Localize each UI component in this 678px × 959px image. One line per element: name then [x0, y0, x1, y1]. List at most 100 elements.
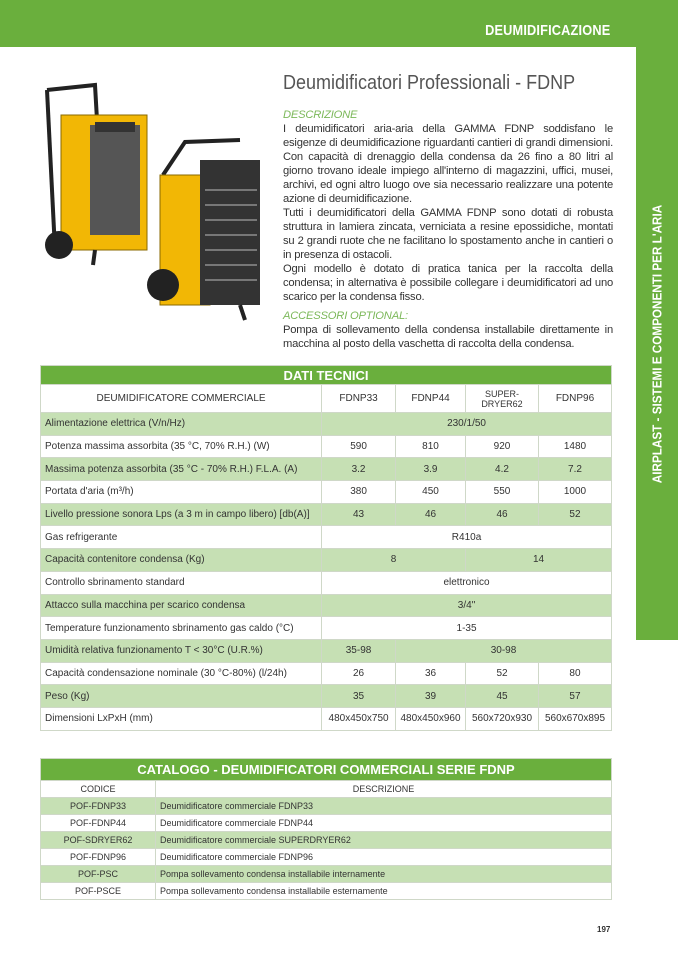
product-image [45, 82, 260, 321]
table-cell: 4.2 [465, 457, 539, 482]
table-cell: 7.2 [537, 457, 613, 482]
table-cell: 1-35 [321, 616, 612, 640]
table-cell: Pompa sollevamento condensa installabile… [155, 865, 612, 883]
dehumidifier-right [147, 138, 260, 321]
table-cell: 380 [321, 480, 397, 504]
table-cell: 3.9 [395, 457, 467, 482]
table-cell: 450 [395, 480, 467, 504]
table-cell: 45 [465, 684, 539, 708]
page-number: 197 [597, 925, 611, 934]
table-cell: 46 [395, 502, 467, 527]
table-cell: Deumidificatore commerciale FDNP44 [155, 814, 612, 832]
table-cell: DESCRIZIONE [155, 780, 612, 798]
table-cell: elettronico [321, 570, 612, 595]
table-cell: Livello pressione sonora Lps (a 3 m in c… [39, 502, 323, 527]
table-cell: 52 [537, 502, 613, 527]
description-section: DESCRIZIONE I deumidificatori aria-aria … [283, 108, 613, 304]
table-cell: Portata d'aria (m³/h) [39, 480, 323, 504]
table-cell: 810 [395, 434, 467, 459]
side-label: AIRPLAST - SISTEMI E COMPONENTI PER L'AR… [649, 204, 665, 483]
table-row: CODICE DESCRIZIONE [40, 780, 612, 798]
table-cell: Capacità condensazione nominale (30 °C-8… [39, 661, 323, 686]
table-cell: Gas refrigerante [39, 525, 323, 550]
table-cell: 590 [321, 434, 397, 459]
table-cell: Attacco sulla macchina per scarico conde… [39, 593, 323, 618]
table-cell: 480x450x960 [395, 706, 467, 731]
table-row: Attacco sulla macchina per scarico conde… [39, 593, 612, 618]
accessories-heading: ACCESSORI OPTIONAL: [283, 310, 408, 322]
description-heading: DESCRIZIONE [283, 109, 358, 121]
table-row: Gas refrigerante R410a [39, 525, 612, 550]
table-cell: 26 [321, 661, 397, 686]
table-cell: 30-98 [395, 638, 612, 663]
table-cell: FDNP33 [321, 384, 397, 413]
table-cell: Umidità relativa funzionamento T < 30°C … [39, 638, 323, 663]
section-title: DEUMIDIFICAZIONE [484, 22, 610, 39]
dehumidifier-left [45, 82, 148, 266]
table-row: Temperature funzionamento sbrinamento ga… [39, 616, 612, 640]
table-cell: 43 [321, 502, 397, 527]
table-cell: CODICE [40, 780, 156, 798]
table-row: CATALOGO - DEUMIDIFICATORI COMMERCIALI S… [40, 758, 612, 781]
table-cell: Temperature funzionamento sbrinamento ga… [39, 616, 323, 640]
table-cell: Dimensioni LxPxH (mm) [39, 706, 323, 731]
table-cell: 35-98 [321, 638, 397, 663]
tech-table-title: DATI TECNICI [40, 365, 612, 385]
accessories-section: ACCESSORI OPTIONAL: Pompa di sollevament… [283, 309, 613, 351]
table-row: Livello pressione sonora Lps (a 3 m in c… [39, 502, 613, 527]
table-cell: Controllo sbrinamento standard [39, 570, 323, 595]
table-cell: 3/4" [321, 593, 612, 618]
table-cell: 35 [321, 684, 397, 708]
table-cell: Pompa sollevamento condensa installabile… [155, 882, 612, 900]
table-cell: 36 [395, 661, 467, 686]
table-cell: POF-SDRYER62 [40, 831, 156, 849]
table-row: POF-FDNP96 Deumidificatore commerciale FD… [40, 848, 612, 866]
table-row: Umidità relativa funzionamento T < 30°C … [39, 638, 612, 663]
table-cell: Potenza massima assorbita (35 °C, 70% R.… [39, 434, 323, 459]
table-cell: POF-FDNP44 [40, 814, 156, 832]
table-cell: DEUMIDIFICATORE COMMERCIALE [39, 384, 323, 413]
top-band: DEUMIDIFICAZIONE [0, 0, 678, 47]
table-cell: 3.2 [321, 457, 397, 482]
table-cell: Alimentazione elettrica (V/n/Hz) [39, 412, 323, 436]
table-row: DEUMIDIFICATORE COMMERCIALE FDNP33 FDNP44 S… [39, 384, 613, 413]
table-row: Peso (Kg) 35 39 45 57 [39, 684, 613, 708]
table-cell: FDNP96 [537, 384, 613, 413]
table-cell: 480x450x750 [321, 706, 397, 731]
table-cell: 8 [321, 548, 467, 572]
description-text: I deumidificatori aria-aria della GAMMA … [283, 123, 613, 303]
table-row: Controllo sbrinamento standard elettronic… [39, 570, 612, 595]
table-row: Massima potenza assorbita (35 °C - 70% R… [39, 457, 613, 482]
table-row: DATI TECNICI [40, 365, 612, 385]
table-cell: POF-FDNP33 [40, 797, 156, 815]
table-cell: Peso (Kg) [39, 684, 323, 708]
table-cell: Massima potenza assorbita (35 °C - 70% R… [39, 457, 323, 482]
table-row: Portata d'aria (m³/h) 380 450 550 1000 [39, 480, 613, 504]
table-row: POF-PSC Pompa sollevamento condensa insta… [40, 865, 612, 883]
table-row: POF-FDNP33 Deumidificatore commerciale FD… [40, 797, 612, 815]
table-cell: Deumidificatore commerciale FDNP96 [155, 848, 612, 866]
table-cell: 80 [537, 661, 613, 686]
table-row: Capacità condensazione nominale (30 °C-8… [39, 661, 613, 686]
page-title: Deumidificatori Professionali - FDNP [283, 72, 576, 94]
table-row: POF-PSCE Pompa sollevamento condensa inst… [40, 882, 612, 900]
table-cell: Deumidificatore commerciale SUPERDRYER62 [155, 831, 612, 849]
table-cell: FDNP44 [395, 384, 467, 413]
table-cell: 14 [465, 548, 612, 572]
table-cell: 550 [465, 480, 539, 504]
catalog-table: CATALOGO - DEUMIDIFICATORI COMMERCIALI S… [40, 758, 612, 900]
side-strip: AIRPLAST - SISTEMI E COMPONENTI PER L'AR… [636, 47, 678, 640]
table-row: Dimensioni LxPxH (mm) 480x450x750 480x450x… [39, 706, 613, 731]
tech-table: DATI TECNICI DEUMIDIFICATORE COMMERCIALE F… [39, 365, 613, 731]
table-cell: 1000 [537, 480, 613, 504]
table-cell: 39 [395, 684, 467, 708]
table-cell: 57 [537, 684, 613, 708]
table-cell: 560x670x895 [537, 706, 613, 731]
table-cell: SUPER-DRYER62 [465, 384, 539, 413]
table-cell: 560x720x930 [465, 706, 539, 731]
table-row: POF-SDRYER62 Deumidificatore commerciale … [40, 831, 612, 849]
table-cell: 52 [465, 661, 539, 686]
table-cell: Capacità contenitore condensa (Kg) [39, 548, 323, 572]
table-cell: POF-FDNP96 [40, 848, 156, 866]
accessories-text: Pompa di sollevamento della condensa ins… [283, 324, 613, 350]
